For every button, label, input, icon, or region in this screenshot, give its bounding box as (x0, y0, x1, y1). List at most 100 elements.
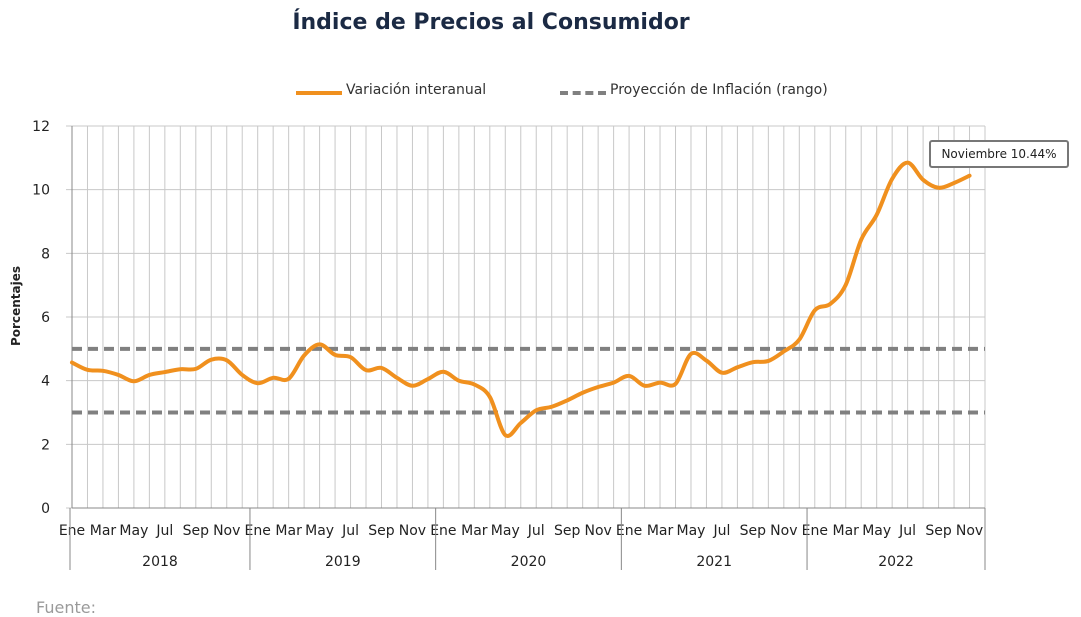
x-tick-label: Jul (712, 523, 730, 539)
x-tick-label: Mar (275, 523, 302, 539)
y-tick-label: 10 (32, 183, 50, 199)
x-tick-label: Nov (584, 523, 611, 539)
data-point (612, 381, 616, 385)
x-tick-label: Sep (368, 523, 395, 539)
data-point (534, 408, 538, 412)
x-tick-label: Nov (770, 523, 797, 539)
data-point (302, 354, 306, 358)
x-tick-label: Nov (213, 523, 240, 539)
y-tick-label: 2 (41, 437, 50, 453)
data-point (457, 379, 461, 383)
legend-label-variacion: Variación interanual (346, 82, 487, 98)
data-point (565, 398, 569, 402)
data-point (318, 342, 322, 346)
x-tick-label: Mar (461, 523, 488, 539)
data-point (766, 359, 770, 363)
data-point (178, 367, 182, 371)
x-tick-label: Sep (554, 523, 581, 539)
data-point (395, 376, 399, 380)
x-tick-label: May (305, 523, 334, 539)
x-tick-label: Nov (956, 523, 983, 539)
data-point (364, 368, 368, 372)
data-point (441, 370, 445, 374)
legend-label-proyeccion: Proyección de Inflación (rango) (610, 82, 828, 98)
x-tick-label: Ene (245, 523, 271, 539)
x-tick-label: Ene (59, 523, 85, 539)
year-label: 2022 (878, 554, 914, 570)
data-point (937, 186, 941, 190)
data-point (658, 381, 662, 385)
x-tick-label: Jul (527, 523, 545, 539)
x-tick-label: Mar (833, 523, 860, 539)
data-point (147, 373, 151, 377)
y-tick-label: 6 (41, 310, 50, 326)
y-tick-label: 4 (41, 374, 50, 390)
chart-title: Índice de Precios al Consumidor (292, 10, 690, 35)
data-point (906, 161, 910, 165)
x-tick-label: Ene (616, 523, 642, 539)
data-point (689, 352, 693, 356)
data-point (844, 283, 848, 287)
data-point (581, 391, 585, 395)
data-point (875, 213, 879, 217)
data-point (550, 405, 554, 409)
year-label: 2020 (511, 554, 547, 570)
data-point (488, 395, 492, 399)
legend-dashed-line-icon (560, 91, 606, 95)
data-point (782, 349, 786, 353)
data-point (410, 384, 414, 388)
data-point (70, 361, 74, 365)
data-point (627, 374, 631, 378)
data-point (271, 376, 275, 380)
data-point (503, 433, 507, 437)
last-value-callout: Noviembre 10.44% (929, 140, 1069, 168)
data-point (519, 421, 523, 425)
data-point (952, 181, 956, 185)
year-label: 2019 (325, 554, 361, 570)
data-point (472, 382, 476, 386)
data-point (828, 302, 832, 306)
data-point (921, 178, 925, 182)
x-tick-label: Sep (925, 523, 952, 539)
data-point (132, 379, 136, 383)
data-point (163, 370, 167, 374)
data-point (596, 385, 600, 389)
data-point (643, 384, 647, 388)
data-point (333, 353, 337, 357)
x-tick-label: Mar (647, 523, 674, 539)
data-point (256, 381, 260, 385)
data-point (890, 177, 894, 181)
x-tick-label: May (119, 523, 148, 539)
data-point (349, 355, 353, 359)
data-point (751, 360, 755, 364)
x-tick-label: May (677, 523, 706, 539)
data-point (813, 308, 817, 312)
data-point (859, 238, 863, 242)
data-point (720, 371, 724, 375)
data-point (209, 358, 213, 362)
year-label: 2021 (696, 554, 732, 570)
data-point (116, 373, 120, 377)
x-tick-label: Mar (90, 523, 117, 539)
data-point (287, 377, 291, 381)
data-point (674, 382, 678, 386)
data-point (379, 366, 383, 370)
x-tick-label: Sep (740, 523, 767, 539)
x-tick-label: Jul (155, 523, 173, 539)
data-point (426, 377, 430, 381)
x-tick-label: Jul (898, 523, 916, 539)
data-point (704, 359, 708, 363)
data-point (85, 368, 89, 372)
y-tick-label: 0 (41, 501, 50, 517)
source-footer: Fuente: (36, 598, 96, 617)
data-point (240, 373, 244, 377)
data-point (968, 174, 972, 178)
x-tick-label: Nov (399, 523, 426, 539)
x-tick-label: Jul (341, 523, 359, 539)
x-tick-label: May (862, 523, 891, 539)
series-line-variacion (70, 160, 972, 438)
x-tick-label: Sep (183, 523, 210, 539)
data-point (735, 365, 739, 369)
x-tick-label: Ene (802, 523, 828, 539)
